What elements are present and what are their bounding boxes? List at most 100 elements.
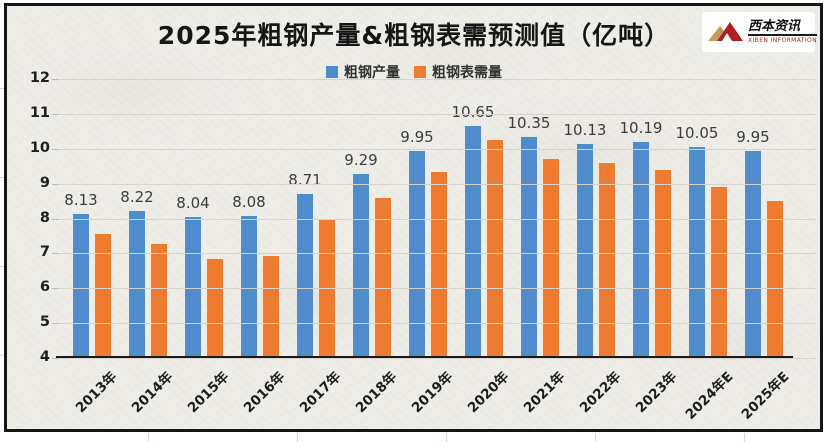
bar-value-label: 10.05 — [675, 124, 719, 143]
gridline — [52, 253, 816, 255]
bar-production — [521, 136, 537, 358]
x-slot: 2016年 — [232, 364, 288, 436]
x-tick-label: 2014年 — [128, 368, 177, 417]
bar-production — [633, 142, 649, 358]
bar-demand — [263, 256, 279, 358]
x-axis-line — [56, 356, 793, 359]
x-slot: 2021年 — [512, 364, 568, 436]
legend-label-production: 粗钢产量 — [344, 65, 400, 81]
gridline — [52, 358, 816, 359]
spreadsheet-bottom-margin — [0, 433, 828, 442]
bars-container: 8.13 8.22 8.04 8.08 8.71 9.29 9.95 10.65 10.35 10… — [64, 79, 792, 358]
y-tick-label: 6 — [39, 279, 50, 296]
y-tick-label: 7 — [39, 244, 50, 261]
bar-demand — [207, 259, 223, 358]
plot-area: 8.13 8.22 8.04 8.08 8.71 9.29 9.95 10.65 10.35 10… — [52, 79, 816, 359]
bar-group: 10.19 — [620, 79, 680, 358]
legend-label-demand: 粗钢表需量 — [432, 65, 502, 81]
y-tick-mark — [52, 288, 58, 290]
bar-production — [689, 147, 705, 358]
y-tick-mark — [52, 218, 58, 220]
y-tick-label: 11 — [29, 104, 50, 121]
bar-value-label: 8.04 — [176, 194, 210, 213]
bar-group: 10.05 — [676, 79, 736, 358]
bar-value-label: 8.22 — [120, 187, 154, 206]
y-tick-label: 8 — [39, 209, 50, 226]
x-slot: 2014年 — [120, 364, 176, 436]
y-tick-mark — [52, 148, 58, 150]
bar-value-label: 9.95 — [736, 127, 770, 146]
logo-tagline-text: XIBEN INFORMATION — [748, 37, 818, 44]
bar-demand — [599, 163, 615, 358]
legend: 粗钢产量 粗钢表需量 — [0, 62, 828, 82]
bar-production — [241, 215, 257, 358]
bar-value-label: 8.13 — [64, 190, 98, 209]
gridline — [52, 148, 816, 150]
bar-value-label: 10.65 — [451, 103, 495, 122]
bar-group: 8.22 — [120, 79, 176, 358]
gridline — [52, 79, 816, 80]
x-tick-label: 2022年 — [576, 368, 625, 417]
y-tick-mark — [52, 79, 58, 80]
x-tick-label: 2019年 — [408, 368, 457, 417]
x-tick-label: 2016年 — [240, 368, 289, 417]
bar-demand — [711, 187, 727, 358]
bar-demand — [487, 140, 503, 358]
bar-value-label: 10.35 — [507, 113, 551, 132]
x-slot: 2020年 — [456, 364, 512, 436]
x-tick-label: 2025年E — [738, 368, 793, 423]
x-tick-label: 2023年 — [632, 368, 681, 417]
x-slot: 2023年 — [624, 364, 680, 436]
bar-value-label: 8.08 — [232, 192, 266, 211]
bar-group: 8.04 — [176, 79, 232, 358]
y-tick-label: 5 — [39, 314, 50, 331]
bar-production — [129, 210, 145, 358]
legend-item-demand: 粗钢表需量 — [414, 62, 502, 82]
bar-value-label: 8.71 — [288, 170, 322, 189]
legend-item-production: 粗钢产量 — [326, 62, 400, 82]
bar-production — [73, 213, 89, 358]
mountain-icon — [708, 20, 744, 44]
xiben-logo: 西本资讯 XIBEN INFORMATION — [702, 12, 818, 52]
x-axis-labels: 2013年 2014年 2015年 2016年 2017年 2018年 2019年 2020年… — [64, 364, 792, 436]
bar-value-label: 10.13 — [563, 121, 607, 140]
bar-group: 8.13 — [64, 79, 120, 358]
gridline — [52, 113, 816, 115]
x-tick-label: 2024年E — [682, 368, 737, 423]
y-tick-mark — [52, 323, 58, 325]
y-tick-mark — [52, 253, 58, 255]
bar-group: 8.08 — [232, 79, 288, 358]
bar-group: 10.13 — [564, 79, 624, 358]
gridline — [52, 183, 816, 185]
gridline — [52, 288, 816, 290]
x-slot: 2015年 — [176, 364, 232, 436]
bar-demand — [151, 243, 167, 358]
y-tick-label: 12 — [29, 70, 50, 86]
bar-value-label: 10.19 — [619, 119, 663, 138]
bar-production — [185, 217, 201, 358]
y-tick-mark — [52, 358, 58, 359]
bar-production — [297, 193, 313, 358]
x-tick-label: 2015年 — [184, 368, 233, 417]
y-axis-labels: 12 11 10 9 8 7 6 5 4 — [0, 0, 52, 442]
bar-demand — [431, 172, 447, 358]
x-tick-label: 2020年 — [464, 368, 513, 417]
x-slot: 2025年E — [736, 364, 792, 436]
bar-production — [577, 144, 593, 358]
x-slot: 2024年E — [680, 364, 736, 436]
x-tick-label: 2018年 — [352, 368, 401, 417]
x-slot: 2022年 — [568, 364, 624, 436]
bar-demand — [95, 233, 111, 358]
x-tick-label: 2021年 — [520, 368, 569, 417]
x-slot: 2013年 — [64, 364, 120, 436]
x-slot: 2019年 — [400, 364, 456, 436]
y-tick-label: 9 — [39, 174, 50, 191]
x-tick-label: 2017年 — [296, 368, 345, 417]
gridline — [52, 218, 816, 220]
x-tick-label: 2013年 — [72, 368, 121, 417]
bar-demand — [375, 197, 391, 358]
x-slot: 2017年 — [288, 364, 344, 436]
bar-group: 9.29 — [344, 79, 400, 358]
demand-color-swatch-icon — [414, 66, 426, 78]
